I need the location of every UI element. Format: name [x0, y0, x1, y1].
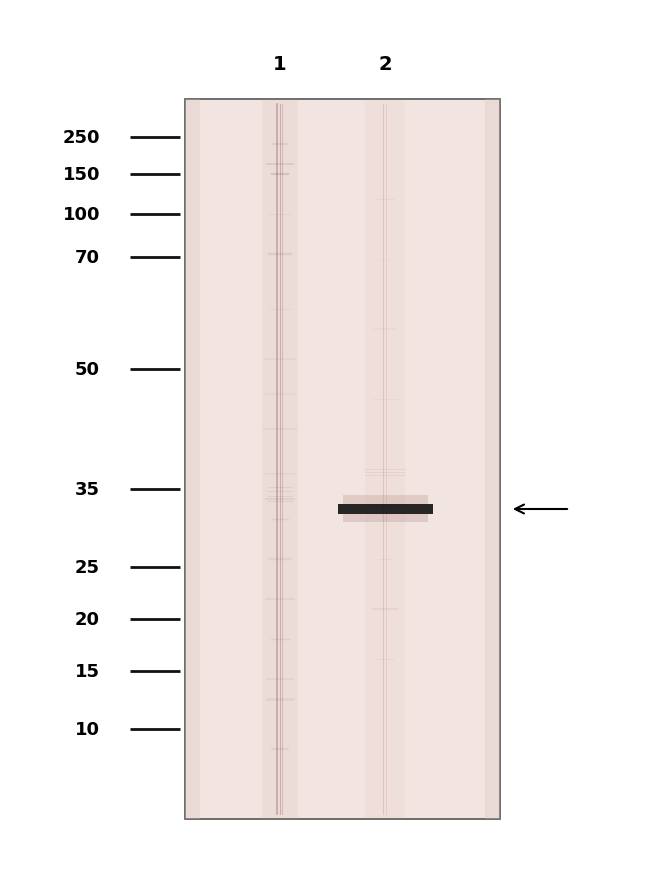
Text: 1: 1	[273, 56, 287, 75]
Text: 70: 70	[75, 249, 100, 267]
Text: 25: 25	[75, 559, 100, 576]
Text: 10: 10	[75, 720, 100, 738]
Bar	[185, 100, 200, 819]
Text: 50: 50	[75, 361, 100, 379]
Bar	[485, 100, 500, 819]
Text: 15: 15	[75, 662, 100, 680]
Bar	[262, 100, 298, 819]
Bar	[337, 504, 432, 514]
Bar	[365, 100, 405, 819]
Bar	[343, 514, 428, 522]
Text: 35: 35	[75, 481, 100, 499]
Bar	[185, 100, 500, 819]
Text: 250: 250	[62, 129, 100, 147]
Text: 100: 100	[62, 206, 100, 223]
Text: 20: 20	[75, 610, 100, 628]
Bar	[343, 495, 428, 506]
Text: 150: 150	[62, 166, 100, 183]
Text: 2: 2	[378, 56, 392, 75]
